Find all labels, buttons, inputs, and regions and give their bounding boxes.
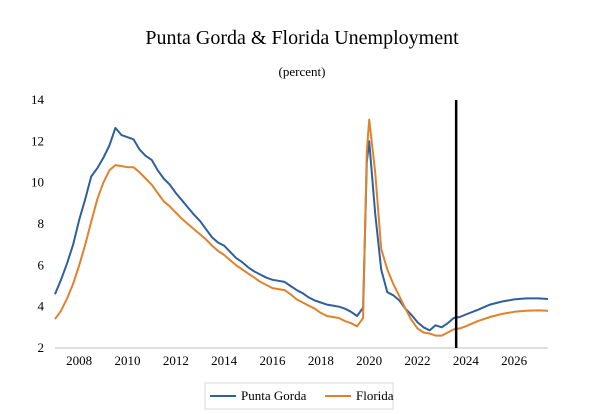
- y-tick-label: 6: [38, 257, 45, 272]
- x-axis: 2008 2010 2012 2014 2016 2018 2020 2022 2024 2026: [66, 353, 528, 368]
- x-tick-label: 2014: [211, 353, 238, 368]
- x-tick-label: 2018: [308, 353, 334, 368]
- x-tick-label: 2026: [501, 353, 528, 368]
- x-tick-label: 2008: [66, 353, 92, 368]
- x-tick-label: 2020: [356, 353, 382, 368]
- legend: Punta Gorda Florida: [204, 382, 394, 410]
- y-tick-label: 12: [31, 133, 44, 148]
- y-tick-label: 8: [38, 216, 45, 231]
- series-line-florida: [54, 118, 549, 337]
- y-tick-label: 10: [31, 175, 44, 190]
- x-tick-label: 2024: [453, 353, 480, 368]
- legend-label-florida: Florida: [356, 388, 394, 403]
- legend-box: [204, 382, 394, 410]
- x-tick-label: 2012: [163, 353, 189, 368]
- chart-title: Punta Gorda & Florida Unemployment: [145, 27, 459, 49]
- x-tick-label: 2022: [405, 353, 431, 368]
- y-tick-label: 14: [31, 92, 45, 107]
- legend-label-punta-gorda: Punta Gorda: [241, 388, 307, 403]
- series-line-punta-gorda: [54, 126, 549, 332]
- chart-subtitle: (percent): [279, 64, 326, 79]
- y-axis: 2 4 6 8 10 12 14: [31, 92, 45, 355]
- y-tick-label: 4: [38, 299, 45, 314]
- x-tick-label: 2016: [260, 353, 287, 368]
- series-lines: [54, 118, 549, 337]
- x-tick-label: 2010: [115, 353, 141, 368]
- y-tick-label: 2: [38, 340, 45, 355]
